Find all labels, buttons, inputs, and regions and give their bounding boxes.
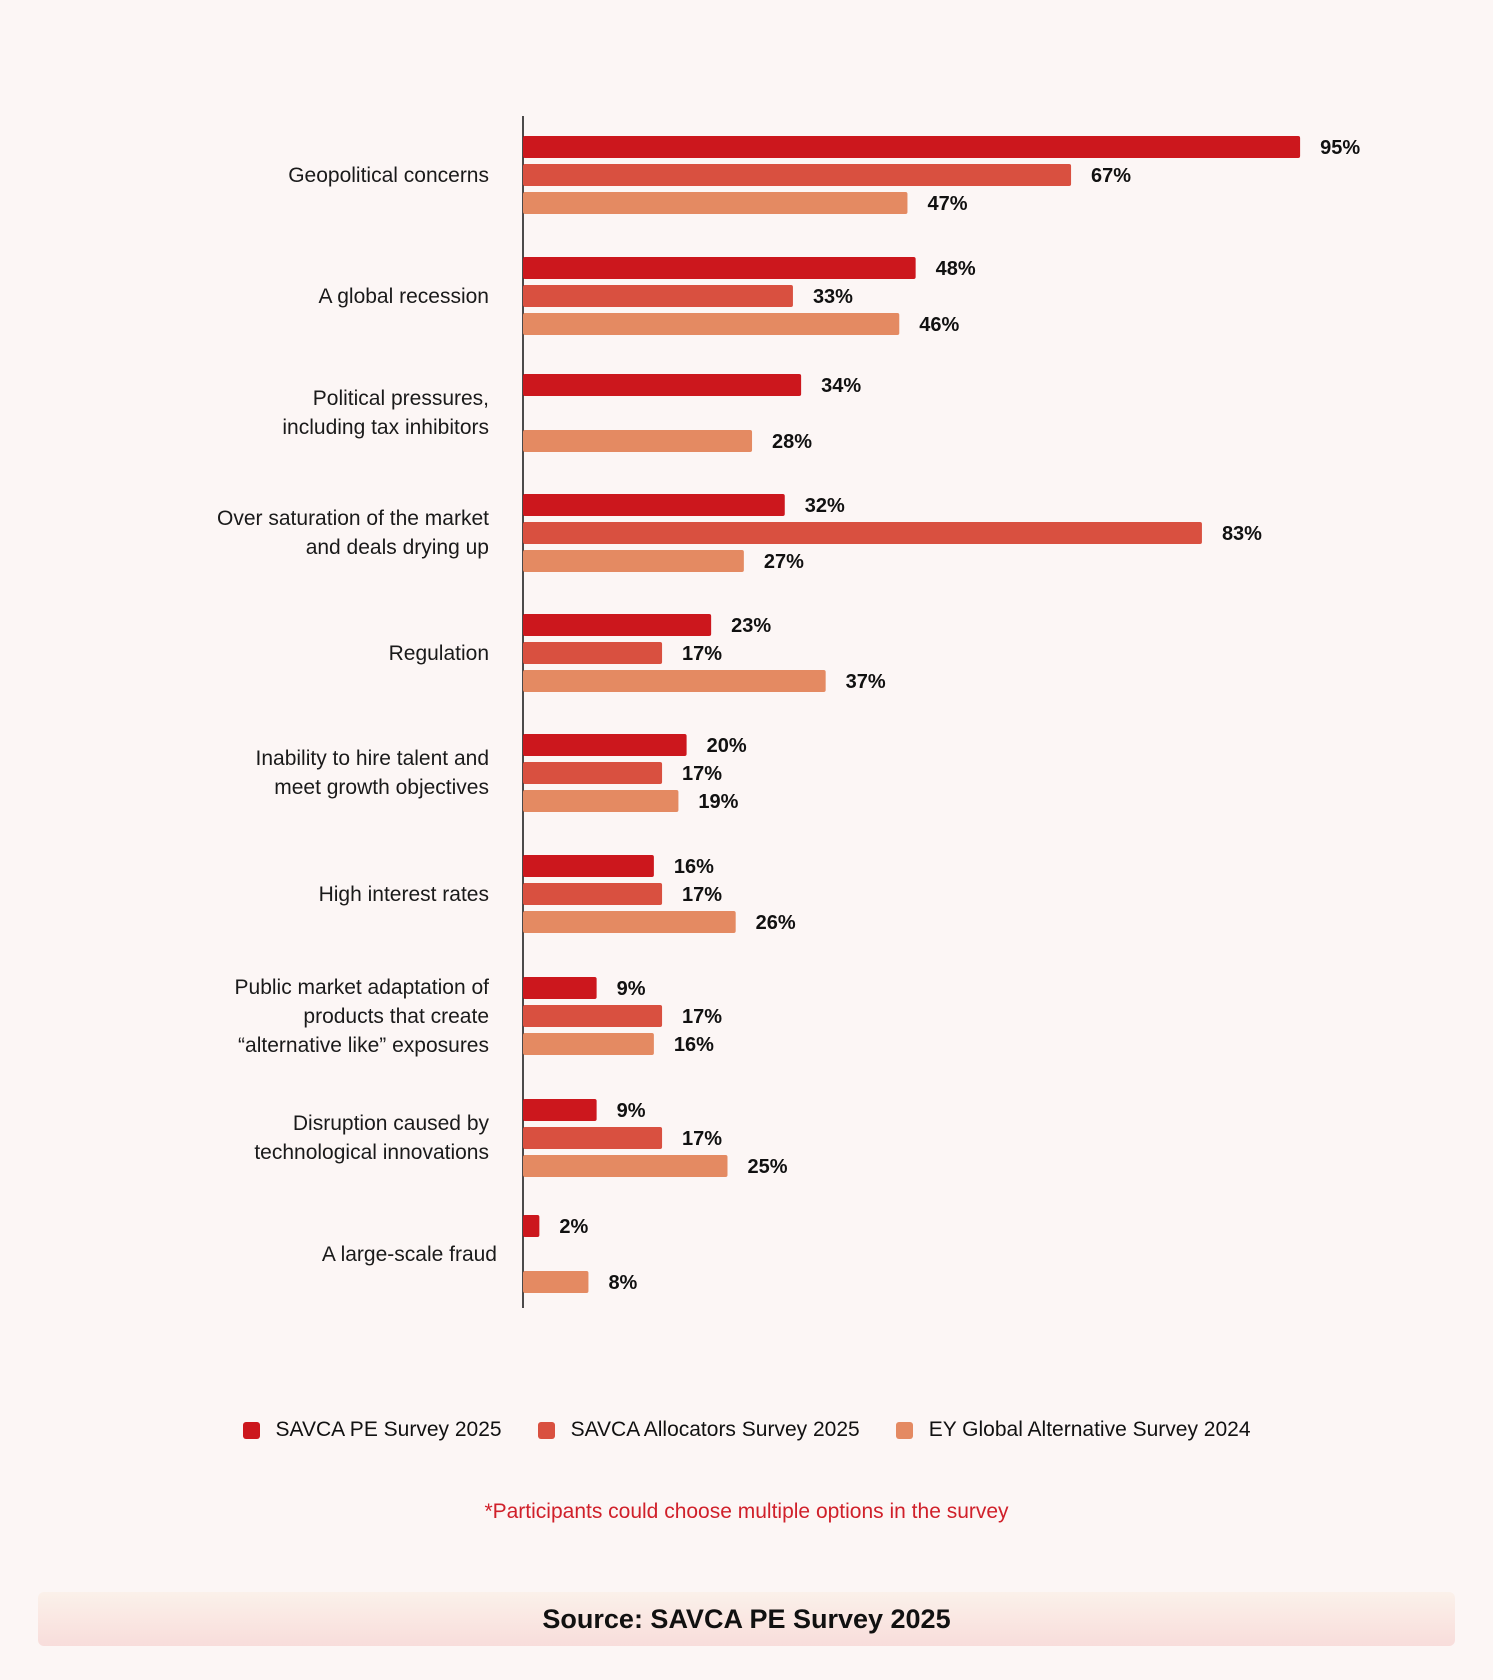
bar: [523, 642, 663, 664]
data-label: 17%: [682, 1006, 722, 1028]
legend-label: EY Global Alternative Survey 2024: [928, 1418, 1251, 1441]
bar: [523, 313, 900, 335]
data-label: 16%: [674, 856, 714, 878]
legend-swatch: [895, 1421, 913, 1439]
legend-swatch: [537, 1421, 555, 1439]
data-label: 17%: [682, 1128, 722, 1150]
data-label: 47%: [927, 193, 967, 215]
bar: [523, 1271, 589, 1293]
data-label: 9%: [617, 978, 646, 1000]
legend-swatch: [242, 1421, 260, 1439]
bar: [523, 790, 679, 812]
category-label: Inability to hire talent and meet growth…: [255, 747, 489, 799]
category-label: Over saturation of the market and deals …: [217, 507, 489, 559]
data-label: 95%: [1320, 137, 1360, 159]
bar: [523, 430, 753, 452]
category-label: Public market adaptation of products tha…: [234, 975, 489, 1057]
legend-item-savca-allocators: SAVCA Allocators Survey 2025: [537, 1418, 860, 1442]
data-label: 33%: [813, 286, 853, 308]
data-label: 46%: [919, 314, 959, 336]
bar: [523, 1005, 663, 1027]
data-label: 27%: [764, 551, 804, 573]
data-label: 23%: [731, 615, 771, 637]
bar: [523, 977, 597, 999]
bar: [523, 1127, 663, 1149]
data-label: 19%: [698, 791, 738, 813]
bar: [523, 670, 826, 692]
bar: [523, 164, 1072, 186]
bar: [523, 614, 712, 636]
category-label: Political pressures, including tax inhib…: [282, 387, 489, 439]
data-label: 48%: [936, 258, 976, 280]
bar: [523, 192, 908, 214]
category-label: Regulation: [388, 641, 489, 665]
bar-chart: 95% 67% 47% 48% 33% 46% 34% 28% 32% 83% 27% 23% 17% 3…: [522, 116, 1360, 1308]
legend-item-ey: EY Global Alternative Survey 2024: [895, 1418, 1251, 1442]
category-label: A large-scale fraud: [321, 1242, 497, 1266]
data-label: 34%: [821, 375, 861, 397]
bar: [523, 1215, 540, 1237]
category-label: Geopolitical concerns: [288, 163, 489, 187]
data-label: 8%: [608, 1272, 637, 1294]
bar: [523, 494, 785, 516]
data-label: 17%: [682, 763, 722, 785]
bar: [523, 374, 802, 396]
bar: [523, 136, 1301, 158]
legend-label: SAVCA Allocators Survey 2025: [570, 1418, 860, 1441]
bar: [523, 522, 1202, 544]
bar: [523, 762, 663, 784]
data-label: 37%: [846, 671, 886, 693]
category-label: Disruption caused by technological innov…: [254, 1112, 489, 1164]
bar: [523, 1033, 654, 1055]
bar: [523, 734, 687, 756]
bar: [523, 883, 663, 905]
legend: SAVCA PE Survey 2025 SAVCA Allocators Su…: [0, 1418, 1493, 1442]
bar: [523, 1099, 597, 1121]
bar: [523, 911, 736, 933]
bar: [523, 285, 793, 307]
data-label: 2%: [559, 1216, 588, 1238]
data-label: 26%: [756, 912, 796, 934]
category-label: A global recession: [318, 284, 489, 308]
data-label: 17%: [682, 884, 722, 906]
data-label: 32%: [805, 495, 845, 517]
data-label: 17%: [682, 643, 722, 665]
legend-item-savca-pe: SAVCA PE Survey 2025: [242, 1418, 502, 1442]
data-label: 9%: [617, 1100, 646, 1122]
source-banner: Source: SAVCA PE Survey 2025: [38, 1592, 1455, 1646]
category-label: High interest rates: [318, 882, 489, 906]
bar: [523, 550, 744, 572]
data-label: 67%: [1091, 165, 1131, 187]
data-label: 25%: [748, 1156, 788, 1178]
data-label: 83%: [1222, 523, 1262, 545]
data-label: 20%: [707, 735, 747, 757]
data-label: 28%: [772, 431, 812, 453]
bar: [523, 1155, 728, 1177]
footnote: *Participants could choose multiple opti…: [484, 1500, 1009, 1523]
legend-label: SAVCA PE Survey 2025: [275, 1418, 502, 1441]
bar: [523, 855, 654, 877]
bar: [523, 257, 916, 279]
data-label: 16%: [674, 1034, 714, 1056]
